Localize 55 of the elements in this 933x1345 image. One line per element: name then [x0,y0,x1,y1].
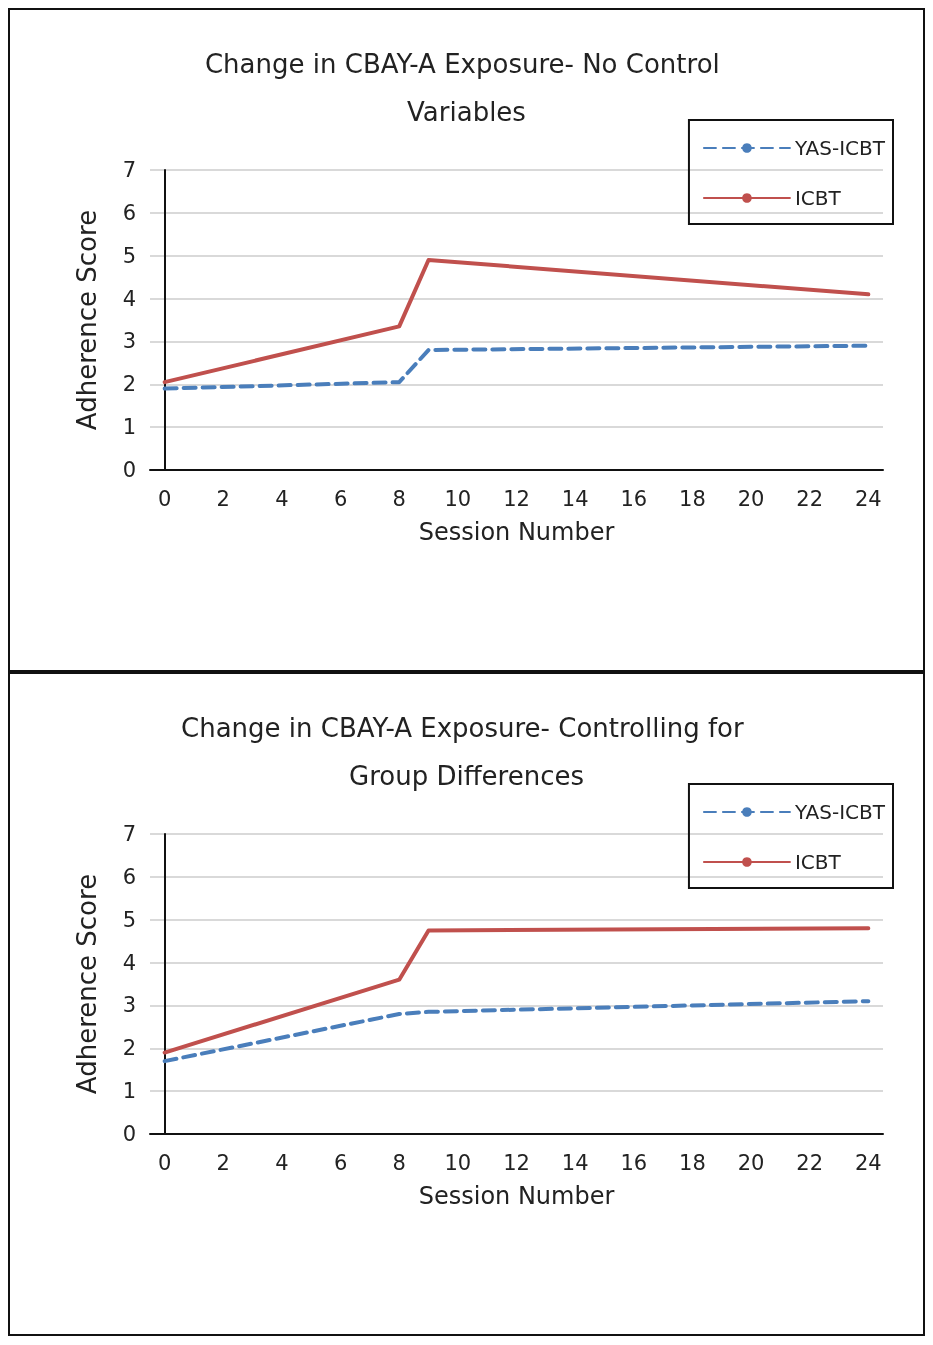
y-tick-label: 2 [122,372,136,397]
x-tick-label: 8 [392,1150,406,1175]
y-tick-label: 4 [122,286,136,311]
legend-label: YAS-ICBT [793,136,886,160]
y-tick-label: 7 [122,822,136,846]
x-tick-label: 24 [854,1150,882,1175]
line-series [162,926,871,1055]
x-tick-label: 12 [503,1150,530,1175]
x-tick-label: 2 [216,1150,230,1175]
x-tick-label: 0 [157,1150,172,1175]
x-tick-label: 6 [333,1150,348,1175]
y-tick-label: 2 [122,1036,136,1061]
x-tick-label: 2 [216,486,230,511]
y-tick-label: 4 [122,950,136,975]
y-axis-title: Adherence Score [72,873,102,1095]
x-tick-label: 24 [854,486,882,511]
x-tick-label: 8 [392,486,406,511]
x-tick-label: 20 [737,486,765,511]
chart-title: Change in CBAY-A Exposure- No Control Variables [204,49,729,127]
x-tick-label: 12 [503,486,530,511]
x-tick-label: 14 [561,1150,589,1175]
x-tick-label: 10 [444,1150,472,1175]
x-tick-label: 4 [275,1150,289,1175]
x-tick-label: 10 [444,486,472,511]
y-tick-label: 6 [122,200,136,225]
x-tick-label: 14 [561,486,589,511]
x-tick-label: 18 [679,486,706,511]
legend-label: ICBT [794,850,842,874]
y-tick-label: 6 [122,864,136,889]
y-axis-title: Adherence Score [72,209,102,431]
y-tick-label: 5 [122,243,136,268]
x-tick-label: 20 [737,1150,765,1175]
y-tick-label: 1 [122,1079,136,1104]
x-tick-label: 18 [679,1150,706,1175]
x-axis-title: Session Number [418,1182,615,1210]
chart-title: Change in CBAY-A Exposure- Controlling for Group Differences [181,713,752,791]
legend-label: YAS-ICBT [793,800,886,824]
x-tick-label: 6 [333,486,348,511]
y-tick-label: 5 [122,907,136,932]
x-tick-label: 16 [620,486,648,511]
x-tick-label: 0 [157,486,172,511]
y-tick-label: 0 [122,1122,136,1146]
y-tick-label: 0 [122,458,136,482]
x-tick-label: 4 [275,486,289,511]
y-tick-label: 1 [122,415,136,440]
y-tick-label: 3 [122,993,136,1018]
legend-label: ICBT [794,186,842,210]
line-series [162,999,871,1064]
x-tick-label: 22 [796,1150,824,1175]
x-axis-title: Session Number [418,518,615,546]
x-tick-label: 22 [796,486,824,511]
y-tick-label: 3 [122,329,136,354]
line-series [162,258,871,385]
x-tick-label: 16 [620,1150,648,1175]
y-tick-label: 7 [122,158,136,182]
